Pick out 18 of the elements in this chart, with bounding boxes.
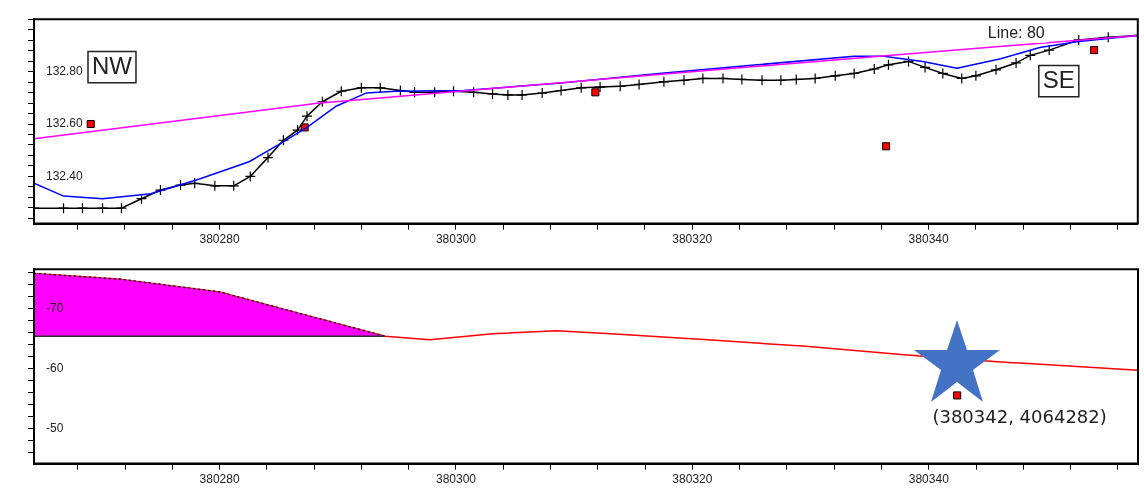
x-tick-label: 380320 xyxy=(672,472,713,487)
y-tick-label: -60 xyxy=(46,360,64,375)
y-tick-label: 132.60 xyxy=(46,116,84,131)
x-tick-label: 380340 xyxy=(908,232,949,247)
x-tick-label: 380300 xyxy=(435,472,477,487)
annotation: NW xyxy=(92,51,133,79)
annotation: (380342, 4064282) xyxy=(932,406,1107,428)
y-tick-label: -50 xyxy=(46,420,64,435)
x-tick-label: 380280 xyxy=(199,232,240,247)
x-tick-label: 380320 xyxy=(672,232,713,247)
x-tick-label: 380280 xyxy=(199,472,240,487)
annotation: Line: 80 xyxy=(987,23,1045,41)
y-tick-label: 132.80 xyxy=(46,63,84,78)
x-tick-label: 380300 xyxy=(435,232,477,247)
annotation: SE xyxy=(1042,65,1075,93)
y-tick-label: 132.40 xyxy=(46,168,84,183)
x-tick-label: 380340 xyxy=(908,472,950,487)
y-tick-label: -70 xyxy=(46,300,64,315)
